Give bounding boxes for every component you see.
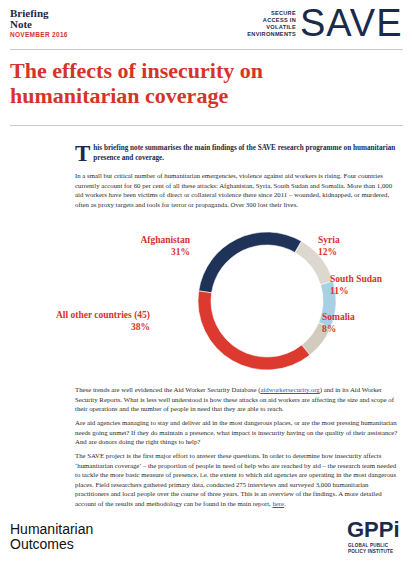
slice-label: South Sudan — [330, 274, 383, 284]
paragraph: Are aid agencies managing to stay and de… — [75, 418, 401, 447]
slice-value: 12% — [318, 247, 337, 257]
header-label: Note — [10, 18, 32, 30]
text: These trends are well evidenced the Aid … — [75, 386, 260, 393]
slice-value: 8% — [322, 324, 336, 334]
text: In a small but critical number of humani… — [75, 172, 392, 208]
donut-slice — [198, 291, 310, 370]
footer-logo: Outcomes — [10, 536, 74, 552]
header-tagline: SECURE — [271, 10, 296, 16]
slice-value: 31% — [171, 247, 190, 257]
header-logo: SAVE — [300, 2, 403, 45]
lead: This briefing note summarises the main f… — [75, 143, 401, 163]
slice-label: Afghanistan — [140, 235, 190, 245]
slice-value: 11% — [330, 286, 348, 296]
page: BriefingNoteNOVEMBER 2016 SECUREACCESS IN… — [0, 0, 413, 585]
paragraph: These trends are well evidenced the Aid … — [75, 385, 401, 414]
paragraph: In a small but critical number of humani… — [75, 171, 401, 209]
header-tagline: VOLATILE — [266, 24, 296, 30]
link[interactable]: here — [272, 500, 284, 507]
paragraph: The SAVE project is the first major effo… — [75, 451, 401, 509]
footer-logo: GPPi — [347, 517, 400, 543]
slice-value: 38% — [131, 322, 150, 332]
header-tagline: ENVIRONMENTS — [247, 31, 296, 37]
slice-label: Syria — [318, 235, 340, 245]
footer-logo: Humanitarian — [10, 521, 93, 537]
slice-label: All other countries (45) — [56, 310, 150, 321]
header-label: Briefing — [10, 7, 49, 19]
text: Are aid agencies managing to stay and de… — [75, 419, 397, 445]
header-date: NOVEMBER 2016 — [10, 31, 68, 38]
header-tagline: ACCESS IN — [263, 17, 296, 23]
footer-logo-text: GLOBAL PUBLIC — [348, 543, 388, 548]
footer-logo-text: POLICY INSTITUTE — [348, 549, 393, 554]
text: The SAVE project is the first major effo… — [75, 452, 396, 507]
donut-slice — [199, 232, 302, 293]
text: . — [284, 500, 286, 507]
rule — [10, 49, 403, 50]
chart: Afghanistan 31% Syria 12% South Sudan 11% Soma… — [0, 0, 413, 585]
drop-cap: T — [75, 144, 90, 163]
title: The effects of insecurity on humanitaria… — [10, 58, 390, 108]
link[interactable]: aidworkersecurity.org — [260, 386, 319, 393]
slice-label: Somalia — [322, 312, 355, 322]
rule — [10, 125, 403, 126]
